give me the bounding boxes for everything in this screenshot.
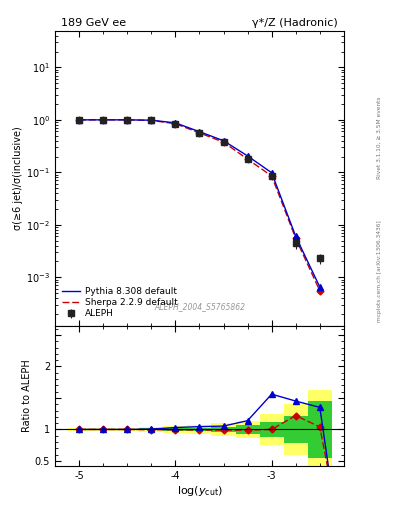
Pythia 8.308 default [149, 117, 154, 123]
Pythia 8.308 default [293, 233, 298, 240]
Pythia 8.308 default [221, 138, 226, 144]
Pythia 8.308 default [318, 284, 322, 290]
Line: Sherpa 2.2.9 default: Sherpa 2.2.9 default [79, 120, 320, 291]
Sherpa 2.2.9 default [318, 288, 322, 294]
Line: Pythia 8.308 default: Pythia 8.308 default [79, 120, 320, 287]
Legend: Pythia 8.308 default, Sherpa 2.2.9 default, ALEPH: Pythia 8.308 default, Sherpa 2.2.9 defau… [59, 284, 180, 321]
Sherpa 2.2.9 default [293, 236, 298, 242]
Sherpa 2.2.9 default [149, 117, 154, 123]
Text: mcplots.cern.ch [arXiv:1306.3436]: mcplots.cern.ch [arXiv:1306.3436] [377, 221, 382, 322]
Text: γ*/Z (Hadronic): γ*/Z (Hadronic) [252, 18, 338, 28]
Y-axis label: σ(≥6 jet)/σ(inclusive): σ(≥6 jet)/σ(inclusive) [13, 126, 24, 230]
Sherpa 2.2.9 default [245, 156, 250, 162]
Sherpa 2.2.9 default [197, 130, 202, 136]
Sherpa 2.2.9 default [269, 173, 274, 179]
Text: ALEPH_2004_S5765862: ALEPH_2004_S5765862 [154, 302, 245, 311]
Pythia 8.308 default [197, 129, 202, 135]
Sherpa 2.2.9 default [125, 117, 130, 123]
Text: Rivet 3.1.10, ≥ 3.5M events: Rivet 3.1.10, ≥ 3.5M events [377, 97, 382, 180]
Pythia 8.308 default [77, 117, 81, 123]
Pythia 8.308 default [101, 117, 106, 123]
Pythia 8.308 default [269, 169, 274, 176]
Sherpa 2.2.9 default [101, 117, 106, 123]
Sherpa 2.2.9 default [77, 117, 81, 123]
Pythia 8.308 default [125, 117, 130, 123]
X-axis label: $\log(y_{\rm cut})$: $\log(y_{\rm cut})$ [176, 483, 222, 498]
Y-axis label: Ratio to ALEPH: Ratio to ALEPH [22, 359, 32, 432]
Text: 189 GeV ee: 189 GeV ee [61, 18, 126, 28]
Pythia 8.308 default [245, 153, 250, 159]
Pythia 8.308 default [173, 120, 178, 126]
Sherpa 2.2.9 default [173, 121, 178, 127]
Sherpa 2.2.9 default [221, 139, 226, 145]
